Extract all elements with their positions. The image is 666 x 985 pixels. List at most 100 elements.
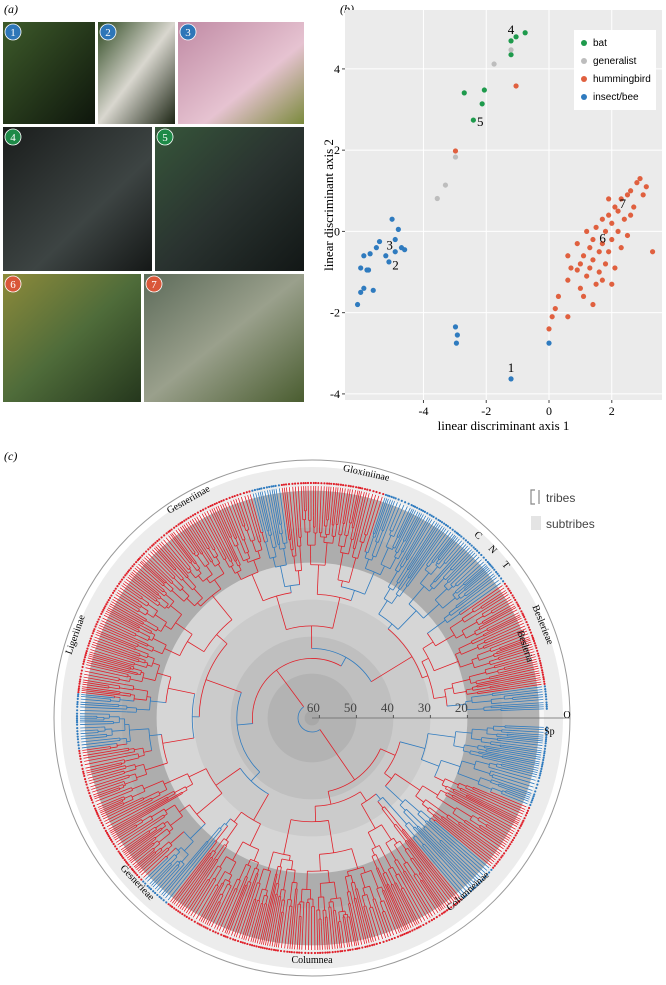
tip	[463, 537, 465, 539]
tip	[544, 685, 546, 687]
tip	[90, 638, 92, 640]
tip	[154, 542, 156, 544]
tip	[87, 645, 89, 647]
tip	[388, 495, 390, 497]
tip	[369, 945, 371, 947]
tip	[91, 635, 93, 637]
tip	[191, 919, 193, 921]
y-tick-label: 4	[334, 62, 340, 76]
tip	[76, 724, 78, 726]
tip	[540, 770, 542, 772]
tip	[431, 919, 433, 921]
tip	[79, 681, 81, 683]
tip	[401, 500, 403, 502]
tip	[492, 567, 494, 569]
data-point	[606, 196, 611, 201]
branch	[326, 910, 327, 917]
data-point	[600, 217, 605, 222]
tip	[441, 913, 443, 915]
tip	[86, 648, 88, 650]
tip	[334, 951, 336, 953]
tip	[503, 852, 505, 854]
data-point	[609, 221, 614, 226]
tip	[534, 642, 536, 644]
tip	[329, 951, 331, 953]
data-point	[587, 245, 592, 250]
tip	[485, 559, 487, 561]
tip	[288, 483, 290, 485]
tip	[209, 929, 211, 931]
tip	[320, 482, 322, 484]
legend-label: bat	[593, 38, 607, 49]
tip	[76, 730, 78, 732]
tip	[262, 947, 264, 949]
tip	[418, 508, 420, 510]
tip	[375, 491, 377, 493]
tip	[476, 550, 478, 552]
tip	[76, 717, 78, 719]
tip	[89, 640, 91, 642]
tip	[315, 482, 317, 484]
tip	[345, 484, 347, 486]
tip	[236, 494, 238, 496]
tip	[495, 571, 497, 573]
tip	[143, 553, 145, 555]
data-point	[453, 148, 458, 153]
tip	[100, 613, 102, 615]
tip	[310, 482, 312, 484]
tip	[513, 837, 515, 839]
tip	[414, 506, 416, 508]
data-point	[435, 196, 440, 201]
tip	[123, 576, 125, 578]
tip	[108, 599, 110, 601]
data-point	[628, 188, 633, 193]
x-axis-title: linear discriminant axis 1	[438, 418, 570, 433]
tip	[324, 952, 326, 954]
photo	[144, 274, 304, 402]
tip	[506, 847, 508, 849]
tip	[337, 483, 339, 485]
tip	[321, 952, 323, 954]
tip	[323, 482, 325, 484]
data-point	[389, 217, 394, 222]
tip	[525, 814, 527, 816]
tip	[528, 807, 530, 809]
tip	[523, 616, 525, 618]
tip	[379, 492, 381, 494]
tip	[263, 487, 265, 489]
point-annotation: 7	[620, 196, 627, 211]
tip	[112, 592, 114, 594]
tip	[313, 482, 315, 484]
data-point	[587, 265, 592, 270]
tip	[215, 931, 217, 933]
data-point	[453, 324, 458, 329]
panel-label: (a)	[4, 2, 18, 16]
tip	[190, 516, 192, 518]
tip	[386, 940, 388, 942]
data-point	[631, 204, 636, 209]
tip	[460, 535, 462, 537]
tip	[78, 685, 80, 687]
tip	[524, 618, 526, 620]
tip	[545, 742, 547, 744]
tip	[105, 830, 107, 832]
tip	[445, 524, 447, 526]
tip	[173, 907, 175, 909]
tip	[305, 482, 307, 484]
x-tick-label: 0	[546, 404, 552, 418]
tip	[529, 804, 531, 806]
tip	[452, 529, 454, 531]
tip	[543, 678, 545, 680]
data-point	[454, 341, 459, 346]
tip	[382, 493, 384, 495]
data-point	[565, 253, 570, 258]
data-point	[366, 267, 371, 272]
tip	[535, 647, 537, 649]
tip	[93, 630, 95, 632]
tip	[220, 934, 222, 936]
data-point	[637, 176, 642, 181]
tip	[545, 695, 547, 697]
tip	[498, 859, 500, 861]
